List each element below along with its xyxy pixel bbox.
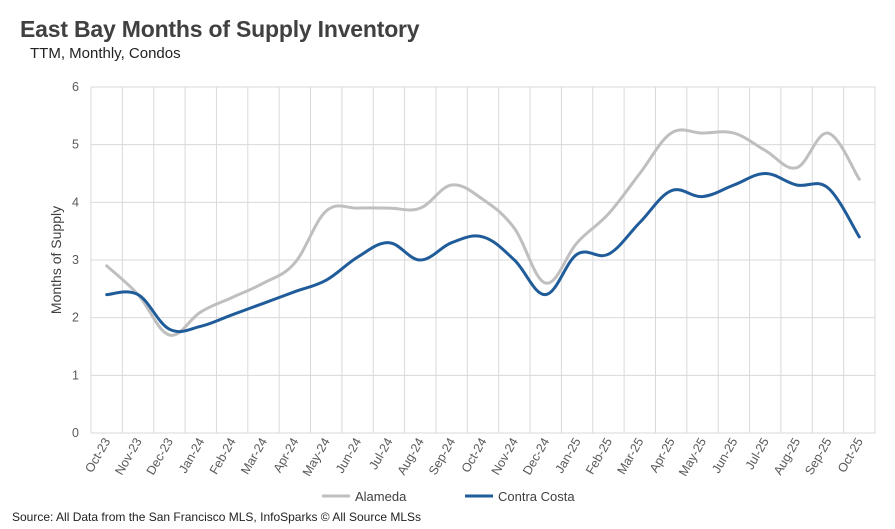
- x-tick-label: Jul-24: [366, 435, 395, 472]
- y-tick-label: 0: [72, 426, 79, 440]
- data-point-contra-costa: [826, 186, 830, 190]
- data-point-alameda: [575, 241, 579, 245]
- data-point-contra-costa: [293, 290, 297, 294]
- y-tick-label: 4: [72, 195, 79, 209]
- x-tick-label: May-24: [300, 435, 333, 478]
- data-point-contra-costa: [450, 241, 454, 245]
- data-point-contra-costa: [387, 241, 391, 245]
- data-point-contra-costa: [732, 183, 736, 187]
- x-tick-label: Jun-25: [709, 435, 740, 475]
- y-tick-label: 5: [72, 138, 79, 152]
- data-point-contra-costa: [136, 293, 140, 297]
- y-tick-label: 6: [72, 80, 79, 94]
- y-axis-title: Months of Supply: [48, 206, 64, 314]
- data-point-alameda: [261, 281, 265, 285]
- series-line-contra-costa: [105, 172, 861, 334]
- x-tick-label: Sep-25: [802, 435, 834, 477]
- data-point-alameda: [638, 172, 642, 176]
- data-point-alameda: [324, 209, 328, 213]
- data-point-alameda: [857, 177, 861, 181]
- data-point-contra-costa: [701, 195, 705, 199]
- data-point-alameda: [606, 212, 610, 216]
- data-point-alameda: [481, 197, 485, 201]
- x-tick-label: Aug-24: [395, 435, 427, 477]
- data-point-alameda: [732, 131, 736, 135]
- data-point-contra-costa: [324, 278, 328, 282]
- legend-label-contra-costa: Contra Costa: [498, 489, 575, 504]
- data-point-contra-costa: [544, 293, 548, 297]
- data-point-contra-costa: [857, 235, 861, 239]
- x-tick-label: Oct-25: [835, 435, 866, 475]
- data-point-alameda: [387, 206, 391, 210]
- source-note: Source: All Data from the San Francisco …: [12, 510, 422, 524]
- x-tick-label: Mar-25: [614, 435, 646, 476]
- data-point-contra-costa: [575, 252, 579, 256]
- data-point-alameda: [544, 281, 548, 285]
- y-tick-label: 1: [72, 368, 79, 382]
- data-point-alameda: [826, 131, 830, 135]
- data-point-contra-costa: [512, 258, 516, 262]
- data-point-contra-costa: [167, 327, 171, 331]
- x-tick-label: Oct-23: [82, 435, 113, 475]
- x-tick-label: Nov-23: [112, 435, 144, 477]
- x-tick-label: Mar-24: [238, 435, 270, 476]
- series-line-alameda: [105, 128, 861, 337]
- x-tick-label: Aug-25: [771, 435, 803, 477]
- data-point-contra-costa: [638, 221, 642, 225]
- x-tick-label: Feb-25: [583, 435, 615, 476]
- y-tick-label: 2: [72, 311, 79, 325]
- data-point-alameda: [669, 131, 673, 135]
- data-point-contra-costa: [356, 255, 360, 259]
- data-point-contra-costa: [669, 189, 673, 193]
- legend-label-alameda: Alameda: [355, 489, 407, 504]
- data-point-alameda: [167, 333, 171, 337]
- x-tick-label: Apr-24: [271, 435, 302, 475]
- x-tick-label: Dec-23: [144, 435, 176, 477]
- data-point-alameda: [293, 261, 297, 265]
- data-point-contra-costa: [795, 183, 799, 187]
- data-point-contra-costa: [418, 258, 422, 262]
- x-tick-label: Dec-24: [520, 435, 552, 477]
- data-point-contra-costa: [606, 252, 610, 256]
- data-point-contra-costa: [481, 235, 485, 239]
- data-point-contra-costa: [199, 324, 203, 328]
- data-point-contra-costa: [261, 301, 265, 305]
- data-point-alameda: [199, 310, 203, 314]
- x-tick-label: Oct-24: [459, 435, 490, 475]
- x-tick-label: May-25: [676, 435, 709, 478]
- x-tick-label: Feb-24: [207, 435, 239, 476]
- gridlines: [90, 86, 876, 434]
- data-point-alameda: [450, 183, 454, 187]
- x-tick-label: Jan-24: [176, 435, 207, 475]
- data-point-alameda: [763, 148, 767, 152]
- data-point-alameda: [356, 206, 360, 210]
- data-point-contra-costa: [230, 313, 234, 317]
- data-point-contra-costa: [763, 172, 767, 176]
- x-tick-label: Apr-25: [647, 435, 678, 475]
- x-tick-label: Jan-25: [552, 435, 583, 475]
- data-point-alameda: [795, 166, 799, 170]
- x-tick-label: Jun-24: [333, 435, 364, 475]
- chart-title: East Bay Months of Supply Inventory: [20, 16, 420, 42]
- chart-subtitle: TTM, Monthly, Condos: [30, 45, 181, 62]
- data-point-contra-costa: [105, 293, 109, 297]
- data-point-alameda: [701, 131, 705, 135]
- x-tick-label: Sep-24: [426, 435, 458, 477]
- y-tick-label: 3: [72, 253, 79, 267]
- data-point-alameda: [418, 206, 422, 210]
- x-tick-label: Nov-24: [489, 435, 521, 477]
- x-tick-label: Jul-25: [743, 435, 772, 472]
- data-point-alameda: [105, 264, 109, 268]
- data-point-alameda: [512, 226, 516, 230]
- data-point-alameda: [230, 295, 234, 299]
